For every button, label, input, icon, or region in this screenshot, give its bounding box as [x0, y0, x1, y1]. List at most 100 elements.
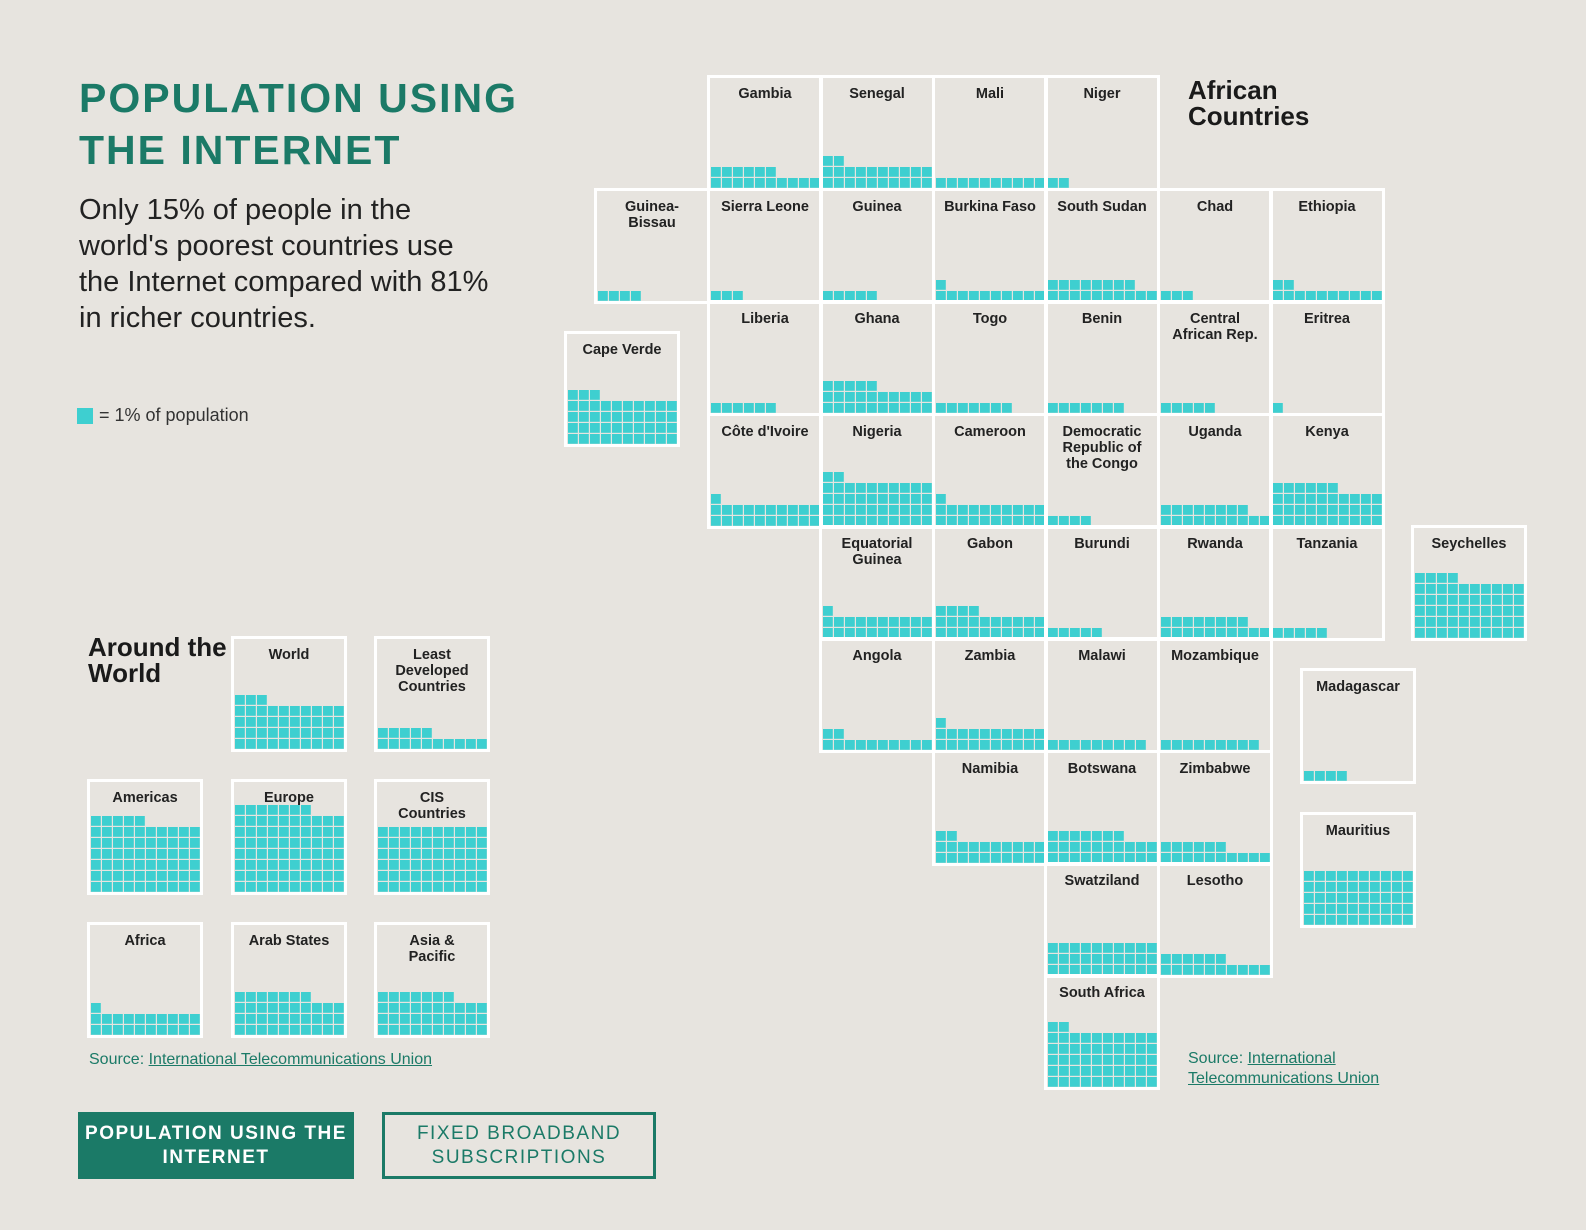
- waffle-square: [157, 1014, 167, 1024]
- waffle-square: [1092, 1033, 1102, 1043]
- waffle-square: [1081, 628, 1091, 638]
- waffle-square: [991, 740, 1001, 750]
- waffle-square: [1002, 842, 1012, 852]
- waffle-square: [279, 1014, 289, 1024]
- waffle-square: [823, 628, 833, 638]
- waffle-square: [235, 838, 245, 848]
- africa-country-democratic-republic-of-the-congo-waffle: [1048, 516, 1091, 526]
- africa-country-burundi-tile: Burundi: [1044, 525, 1160, 641]
- waffle-square: [444, 882, 454, 892]
- waffle-square: [334, 717, 344, 727]
- waffle-square: [911, 392, 921, 402]
- waffle-square: [1114, 1055, 1124, 1065]
- africa-country-ethiopia-tile: Ethiopia: [1269, 188, 1385, 304]
- waffle-square: [1161, 954, 1171, 964]
- waffle-square: [1048, 943, 1058, 953]
- waffle-square: [433, 882, 443, 892]
- africa-country-c-te-d-ivoire-label: Côte d'Ivoire: [721, 424, 809, 440]
- waffle-square: [900, 628, 910, 638]
- waffle-square: [878, 167, 888, 177]
- world-region-arab-states-label: Arab States: [248, 933, 330, 949]
- waffle-square: [1470, 617, 1480, 627]
- waffle-square: [788, 178, 798, 188]
- waffle-square: [146, 882, 156, 892]
- waffle-square: [455, 860, 465, 870]
- waffle-square: [1227, 505, 1237, 515]
- waffle-square: [433, 849, 443, 859]
- waffle-square: [1092, 280, 1102, 290]
- waffle-square: [1081, 943, 1091, 953]
- waffle-square: [1359, 893, 1369, 903]
- waffle-square: [733, 403, 743, 413]
- population-internet-button[interactable]: POPULATION USING THE INTERNET: [78, 1112, 354, 1179]
- waffle-square: [246, 805, 256, 815]
- waffle-square: [1205, 740, 1215, 750]
- africa-country-cape-verde-label: Cape Verde: [582, 342, 662, 358]
- waffle-square: [246, 849, 256, 859]
- waffle-square: [246, 739, 256, 749]
- waffle-square: [845, 505, 855, 515]
- africa-country-democratic-republic-of-the-congo-tile: Democratic Republic of the Congo: [1044, 413, 1160, 529]
- waffle-square: [1125, 280, 1135, 290]
- waffle-square: [411, 1003, 421, 1013]
- africa-country-niger-waffle: [1048, 178, 1069, 188]
- waffle-square: [936, 617, 946, 627]
- fixed-broadband-button[interactable]: FIXED BROADBAND SUBSCRIPTIONS: [382, 1112, 656, 1179]
- waffle-square: [1013, 853, 1023, 863]
- waffle-square: [1348, 915, 1358, 925]
- waffle-square: [936, 606, 946, 616]
- waffle-square: [1459, 617, 1469, 627]
- waffle-square: [766, 516, 776, 526]
- waffle-square: [969, 178, 979, 188]
- waffle-square: [444, 739, 454, 749]
- waffle-square: [1114, 954, 1124, 964]
- waffle-square: [389, 849, 399, 859]
- africa-country-ethiopia-label: Ethiopia: [1298, 199, 1356, 215]
- waffle-square: [1284, 280, 1294, 290]
- waffle-square: [823, 516, 833, 526]
- waffle-square: [1103, 1055, 1113, 1065]
- waffle-square: [1403, 871, 1413, 881]
- africa-country-burkina-faso-waffle: [936, 280, 1045, 301]
- waffle-square: [947, 606, 957, 616]
- waffle-square: [1024, 842, 1034, 852]
- waffle-square: [257, 728, 267, 738]
- waffle-square: [1448, 595, 1458, 605]
- waffle-square: [1350, 291, 1360, 301]
- waffle-square: [1437, 617, 1447, 627]
- waffle-square: [1081, 1055, 1091, 1065]
- waffle-square: [1273, 280, 1283, 290]
- waffle-square: [268, 827, 278, 837]
- waffle-square: [334, 838, 344, 848]
- waffle-square: [1381, 871, 1391, 881]
- waffle-square: [257, 717, 267, 727]
- waffle-square: [612, 401, 622, 411]
- waffle-square: [422, 1025, 432, 1035]
- africa-country-swatziland-label: Swatziland: [1064, 873, 1140, 889]
- waffle-square: [623, 423, 633, 433]
- africa-country-zimbabwe-tile: Zimbabwe: [1157, 750, 1273, 866]
- waffle-square: [889, 392, 899, 402]
- africa-country-zambia-label: Zambia: [964, 648, 1016, 664]
- waffle-square: [1002, 628, 1012, 638]
- world-source-link[interactable]: International Telecommunications Union: [148, 1051, 433, 1068]
- waffle-square: [1048, 831, 1058, 841]
- waffle-square: [422, 1003, 432, 1013]
- africa-country-south-africa-waffle: [1048, 1022, 1157, 1087]
- waffle-square: [1048, 1066, 1058, 1076]
- waffle-square: [958, 516, 968, 526]
- waffle-square: [411, 849, 421, 859]
- waffle-square: [1125, 291, 1135, 301]
- africa-country-botswana-tile: Botswana: [1044, 750, 1160, 866]
- waffle-square: [411, 827, 421, 837]
- waffle-square: [400, 882, 410, 892]
- waffle-square: [334, 1025, 344, 1035]
- africa-country-chad-tile: Chad: [1157, 188, 1273, 304]
- waffle-square: [1315, 771, 1325, 781]
- waffle-square: [389, 860, 399, 870]
- waffle-square: [1392, 904, 1402, 914]
- world-region-asia-pacific-label: Asia & Pacific: [408, 933, 456, 965]
- waffle-square: [323, 871, 333, 881]
- africa-source-link[interactable]: International Telecommunications Union: [1188, 1050, 1380, 1087]
- waffle-square: [590, 412, 600, 422]
